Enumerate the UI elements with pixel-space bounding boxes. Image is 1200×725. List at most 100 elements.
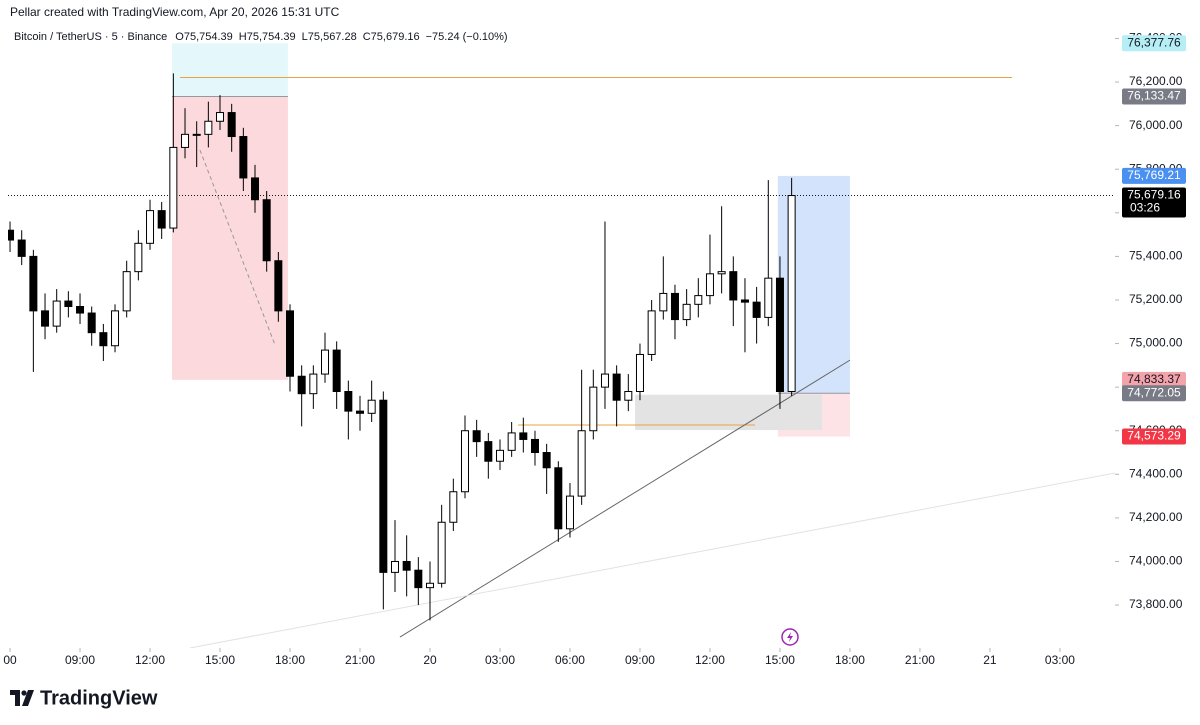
candle-body (169, 146, 178, 229)
candle-body (519, 432, 528, 440)
candle-body (554, 467, 563, 530)
x-tick-label: 18:00 (835, 653, 865, 667)
candle-body (764, 277, 773, 318)
y-tick-label: 74,400.00 (1129, 466, 1183, 480)
candle-body (192, 133, 201, 136)
candle-body (705, 273, 714, 297)
candle-body (530, 438, 539, 454)
candle-body (624, 391, 633, 401)
candle-body (612, 373, 621, 401)
alert-icon[interactable] (781, 628, 799, 646)
candle-body (227, 112, 236, 138)
candle-body (647, 310, 656, 355)
x-tick-label: 09:00 (65, 653, 95, 667)
legend-key: C (363, 31, 371, 43)
caption: Pellar created with TradingView.com, Apr… (10, 5, 340, 19)
candle-body (507, 432, 516, 451)
x-tick-label: 21 (983, 653, 997, 667)
legend-value: 75,679.16 (371, 31, 420, 43)
candle-body (542, 452, 551, 469)
candle-body (682, 303, 691, 321)
candle-body (425, 582, 434, 589)
brand-name: TradingView (40, 687, 158, 709)
candle-body (52, 300, 61, 327)
x-tick-label: 00 (3, 653, 17, 667)
y-tick-label: 76,000.00 (1129, 118, 1183, 132)
brand-logo (10, 690, 34, 706)
candle-body (321, 349, 330, 375)
y-tick-label: 75,400.00 (1129, 249, 1183, 263)
candle-body (262, 199, 271, 262)
candle-body (99, 332, 108, 347)
x-tick-label: 03:00 (485, 653, 515, 667)
candle-body (286, 310, 295, 377)
x-tick-label: 12:00 (135, 653, 165, 667)
candle-body (204, 120, 213, 135)
candle-body (449, 491, 458, 523)
legend-key: O (175, 31, 184, 43)
y-tick-label: 75,200.00 (1129, 292, 1183, 306)
candle-body (309, 373, 318, 395)
candle-body (17, 239, 26, 257)
candle-body (414, 569, 423, 589)
x-tick-label: 21:00 (905, 653, 935, 667)
candle-body (239, 136, 248, 179)
candle-body (344, 391, 353, 412)
price-tag-label: 76,133.47 (1127, 89, 1181, 103)
legend-value: 75,754.39 (184, 31, 233, 43)
countdown: 03:26 (1130, 201, 1160, 215)
candle-body (251, 177, 260, 201)
price-tag (1122, 385, 1186, 402)
legend-value: 75,567.28 (308, 31, 357, 43)
candle-body (460, 430, 469, 493)
candle-body (146, 210, 155, 244)
candle-body (64, 300, 73, 308)
y-tick-label: 73,800.00 (1129, 597, 1183, 611)
candle-body (589, 386, 598, 432)
candle-body (670, 292, 679, 321)
candle-body (472, 430, 481, 443)
y-tick-label: 75,000.00 (1129, 336, 1183, 350)
candle-body (87, 312, 96, 334)
candle-body (402, 560, 411, 571)
y-tick-label: 74,000.00 (1129, 554, 1183, 568)
candle-body (356, 410, 365, 414)
candle-body (717, 271, 726, 275)
x-tick-label: 03:00 (1045, 653, 1075, 667)
candle-body (484, 441, 493, 462)
legend-value: 75,754.39 (247, 31, 296, 43)
candle-body (157, 210, 166, 229)
price-tag (1122, 428, 1186, 445)
candle-body (577, 430, 586, 497)
candle-body (181, 133, 190, 148)
x-tick-label: 18:00 (275, 653, 305, 667)
range-box (635, 394, 822, 431)
legend-key: L (302, 31, 308, 43)
candle-body (600, 373, 609, 388)
candle-body (740, 299, 749, 303)
symbol-legend: Bitcoin / TetherUS · 5 · Binance O75,754.… (14, 31, 508, 43)
price-tag-label: 74,833.37 (1127, 372, 1181, 386)
x-tick-label: 20 (423, 653, 437, 667)
candle-body (29, 255, 38, 312)
x-tick-label: 15:00 (205, 653, 235, 667)
price-tag-label: 76,377.76 (1127, 35, 1181, 49)
price-tag (1122, 88, 1186, 105)
x-tick-label: 09:00 (625, 653, 655, 667)
y-tick-label: 76,200.00 (1129, 74, 1183, 88)
candle-body (134, 242, 143, 273)
price-tag (1122, 167, 1186, 184)
candle-body (787, 195, 796, 393)
x-tick-label: 06:00 (555, 653, 585, 667)
candle-body (495, 449, 504, 462)
legend-key: H (239, 31, 247, 43)
candle-body (41, 310, 50, 327)
drawing-line (399, 359, 851, 638)
candle-body (76, 306, 85, 314)
candle-body (565, 495, 574, 530)
drawing-line (189, 472, 1115, 648)
price-tag-label: 74,772.05 (1127, 385, 1181, 399)
price-tag (1122, 187, 1186, 218)
